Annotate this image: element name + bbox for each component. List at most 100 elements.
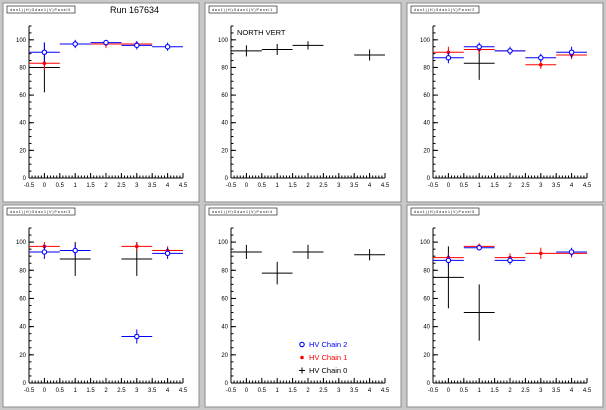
data-point (90, 39, 122, 46)
y-tick-label: 40 (221, 325, 228, 331)
panel-frame (2, 2, 200, 203)
data-point (354, 49, 385, 61)
x-tick-label: 0.5 (258, 183, 267, 189)
y-tick-label: 40 (423, 121, 430, 127)
legend-label: HV Chain 0 (309, 366, 347, 375)
x-tick-label: -0.5 (24, 183, 35, 189)
x-tick-label: 0.5 (56, 388, 65, 394)
series-hv-chain-0 (231, 244, 385, 285)
data-point (231, 45, 262, 57)
y-tick-label: 60 (423, 296, 430, 302)
legend-marker-circle (299, 341, 305, 348)
y-tick-label: 40 (19, 325, 26, 331)
x-tick-label: 3.5 (350, 183, 359, 189)
marker-circle (568, 49, 575, 56)
marker-circle (103, 39, 109, 46)
marker-circle (476, 43, 482, 50)
data-point (433, 52, 464, 64)
marker-star (539, 251, 543, 256)
y-tick-label: 0 (427, 176, 431, 182)
y-tick-label: 80 (19, 268, 26, 274)
data-point (121, 329, 153, 344)
panel-frame (406, 204, 604, 408)
x-tick-label: 2.5 (117, 388, 126, 394)
x-tick-label: -0.5 (226, 183, 237, 189)
x-tick-label: 4.5 (179, 183, 188, 189)
legend-label: HV Chain 1 (309, 353, 347, 362)
data-point (494, 46, 526, 56)
legend-item-1: HV Chain 1 (300, 353, 347, 362)
panel-title: d a n 1 ) ( H ) G d a n 1 ( V ) P a n e … (212, 210, 272, 214)
marker-circle (164, 43, 171, 50)
x-tick-label: 1 (478, 388, 482, 394)
panel-title: d a n 1 ) ( H ) G d a n 1 ( V ) P a n e … (212, 8, 272, 12)
data-point (29, 244, 60, 259)
panel-title: d a n 1 ) ( H ) G d a n 1 ( V ) P a n e … (414, 8, 474, 12)
x-tick-label: 1 (276, 183, 280, 189)
data-point (59, 39, 91, 49)
y-tick-label: 100 (218, 38, 229, 44)
panel-title-box (208, 5, 278, 14)
y-tick-label: 20 (19, 148, 26, 154)
y-tick-label: 20 (221, 353, 228, 359)
x-tick-label: 1 (478, 183, 482, 189)
x-tick-label: 2.5 (319, 183, 328, 189)
data-point (121, 41, 153, 50)
data-point (354, 249, 385, 261)
chart-panel-5: d a n 1 ) ( H ) G d a n 1 ( V ) P a n e … (406, 204, 604, 408)
marker-circle (41, 49, 48, 56)
panel-title-box (410, 207, 480, 216)
data-point (292, 244, 324, 259)
x-tick-label: 3 (135, 388, 139, 394)
panel-title: d a n 1 ) ( H ) G d a n 1 ( V ) P a n e … (10, 210, 70, 214)
x-tick-label: 4 (368, 183, 372, 189)
marker-circle (476, 244, 482, 251)
y-tick-label: 20 (221, 148, 228, 154)
x-tick-label: 3 (337, 183, 341, 189)
run-label: Run 167634 (110, 5, 159, 15)
marker-circle (134, 42, 140, 49)
y-tick-label: 100 (16, 240, 27, 246)
panel-annotation: NORTH VERT (237, 28, 286, 37)
y-tick-label: 0 (225, 381, 229, 387)
x-tick-label: 1 (74, 388, 78, 394)
x-tick-label: 0.5 (460, 183, 469, 189)
y-tick-label: 20 (423, 148, 430, 154)
y-tick-label: 60 (19, 93, 26, 99)
panel-title-box (208, 207, 278, 216)
panel-title: d a n 1 ) ( H ) G d a n 1 ( V ) P a n e … (10, 8, 70, 12)
y-tick-label: 60 (221, 296, 228, 302)
marker-circle (164, 250, 171, 257)
y-tick-label: 40 (221, 121, 228, 127)
x-tick-label: 2 (104, 183, 108, 189)
data-point (463, 42, 495, 51)
y-tick-label: 80 (423, 268, 430, 274)
x-tick-label: 4.5 (583, 388, 592, 394)
x-tick-label: 2.5 (117, 183, 126, 189)
marker-circle (41, 249, 48, 255)
x-tick-label: 2 (306, 388, 310, 394)
x-tick-label: 2 (104, 388, 108, 394)
series-hv-chain-0 (231, 41, 385, 61)
x-tick-label: -0.5 (428, 183, 439, 189)
x-tick-label: 3 (539, 183, 543, 189)
panel-title-box (6, 5, 76, 14)
marker-star (539, 62, 543, 67)
x-tick-label: 4 (570, 183, 574, 189)
y-tick-label: 80 (423, 65, 430, 71)
data-point (121, 242, 153, 251)
data-point (152, 247, 183, 259)
chart-panel-1: d a n 1 ) ( H ) G d a n 1 ( V ) P a n e … (204, 2, 402, 203)
x-tick-label: 3 (135, 183, 139, 189)
y-tick-label: 100 (420, 240, 431, 246)
x-tick-label: 1.5 (490, 388, 499, 394)
data-point (231, 244, 262, 259)
x-tick-label: 2.5 (521, 388, 530, 394)
y-tick-label: 0 (23, 381, 27, 387)
x-tick-label: 1.5 (288, 183, 297, 189)
y-tick-label: 100 (420, 38, 431, 44)
marker-circle (72, 41, 78, 47)
x-tick-label: 1.5 (86, 388, 95, 394)
x-tick-label: 3.5 (552, 388, 561, 394)
marker-circle (445, 257, 452, 264)
